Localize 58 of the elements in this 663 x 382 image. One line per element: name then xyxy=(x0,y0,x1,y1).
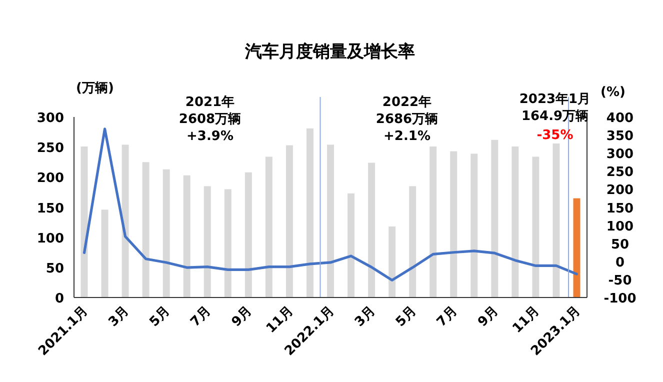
y2-tick-label: 400 xyxy=(606,111,634,126)
bar xyxy=(204,186,211,298)
y-tick-label: 300 xyxy=(36,111,64,126)
y-tick-label: 0 xyxy=(54,292,64,306)
bar xyxy=(122,144,129,298)
bar xyxy=(573,198,580,298)
x-tick-label: 3月 xyxy=(106,304,132,330)
y2-tick-label: 0 xyxy=(615,255,625,270)
bar xyxy=(162,169,170,298)
y-tick-label: 250 xyxy=(36,141,64,156)
bar xyxy=(450,151,458,298)
y2-tick-label: 200 xyxy=(606,183,634,198)
bar xyxy=(286,145,293,298)
bar xyxy=(142,162,150,298)
annotation: -35% xyxy=(536,128,574,143)
bar xyxy=(532,156,540,298)
bar xyxy=(552,143,560,298)
annotation: 2023年1月 164.9万辆 xyxy=(519,92,591,124)
bar xyxy=(470,154,478,298)
line-series xyxy=(82,128,578,282)
bar xyxy=(244,172,252,298)
chart-title: 汽车月度销量及增长率 xyxy=(244,42,415,62)
bar xyxy=(491,140,498,298)
annotation: 2021年 2608万辆 +3.9% xyxy=(178,95,242,144)
bar xyxy=(388,226,396,298)
bar xyxy=(409,186,416,298)
bar xyxy=(327,144,334,298)
x-tick-label: 9月 xyxy=(229,304,256,330)
bar xyxy=(368,162,376,298)
x-tick-label: 9月 xyxy=(475,304,502,330)
annotation: 2022年 2686万辆 +2.1% xyxy=(376,95,438,144)
y2-tick-label: 250 xyxy=(606,165,634,180)
bar xyxy=(101,210,108,298)
y-tick-label: 150 xyxy=(36,201,64,216)
bar xyxy=(224,189,232,298)
y-tick-label: 200 xyxy=(36,171,64,186)
y2-tick-label: -50 xyxy=(608,273,632,288)
bar xyxy=(348,193,355,298)
x-tick-label: 3月 xyxy=(352,304,378,330)
y2-tick-label: 350 xyxy=(606,129,634,144)
y2-tick-label: 150 xyxy=(606,201,634,216)
bar xyxy=(430,146,437,298)
y-tick-label: 100 xyxy=(36,231,64,246)
bar xyxy=(265,156,272,298)
bar xyxy=(306,128,314,298)
bar xyxy=(183,175,190,298)
y-axis-title: (万辆) xyxy=(76,81,114,96)
x-tick-label: 7月 xyxy=(434,304,460,330)
y2-axis-title: (%) xyxy=(600,85,626,100)
y2-tick-label: 50 xyxy=(610,237,630,252)
y2-tick-label: 100 xyxy=(606,219,634,234)
y2-tick-label: -100 xyxy=(604,292,636,306)
x-tick-label: 5月 xyxy=(393,304,420,330)
y2-tick-label: 300 xyxy=(606,147,634,162)
bar xyxy=(512,146,519,298)
y-tick-label: 50 xyxy=(46,261,64,276)
x-tick-label: 5月 xyxy=(146,304,174,330)
x-tick-label: 7月 xyxy=(188,304,214,330)
